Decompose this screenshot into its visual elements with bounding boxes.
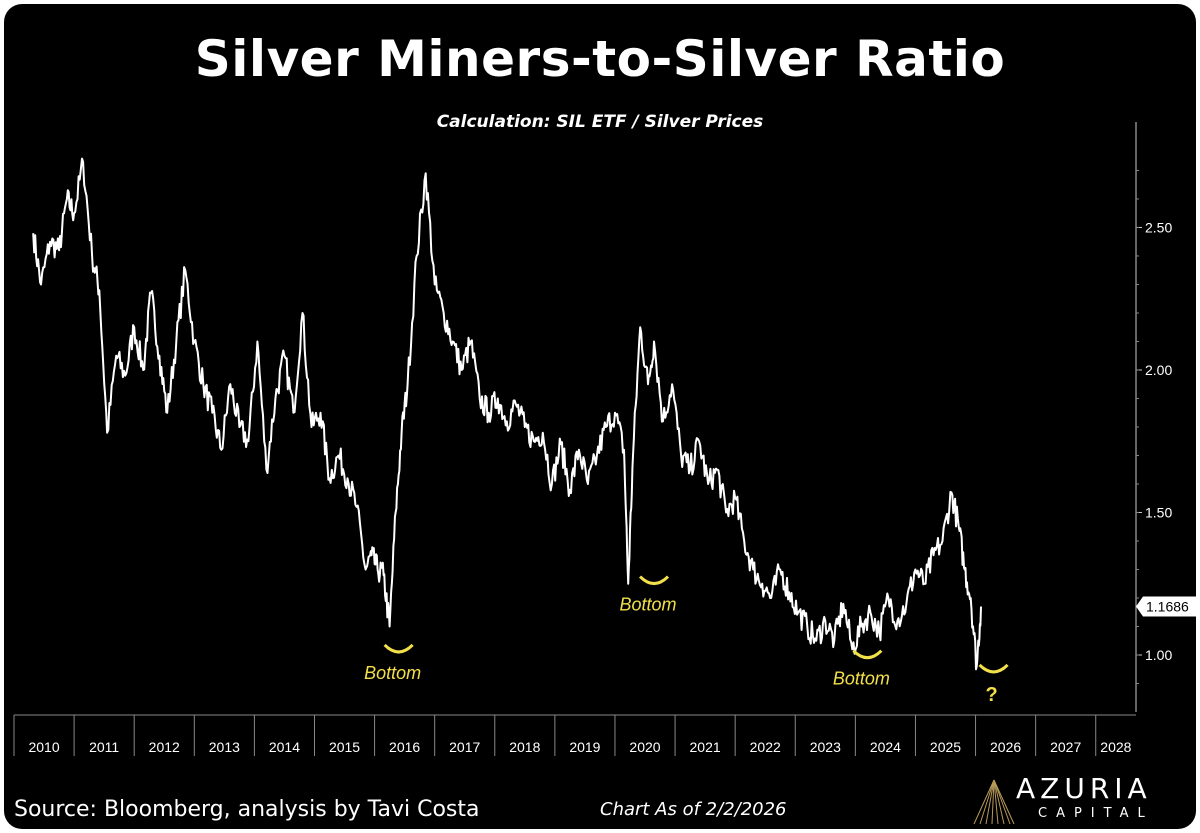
as-of-date: Chart As of 2/2/2026 (600, 799, 787, 820)
y-tick-label: 1.00 (1145, 647, 1172, 663)
line-chart: 2010 2011 2012 2013 2014 2015 2016 2017 2018 2019… (13, 122, 1196, 756)
annotation-label: Bottom (620, 595, 677, 615)
y-tick-label: 2.00 (1145, 362, 1172, 378)
annotation-bracket (638, 575, 670, 586)
azuria-logo: AZURIA CAPITAL (972, 772, 1182, 828)
x-tick-label: 2012 (149, 739, 180, 755)
last-value-label: 1.1686 (1146, 599, 1189, 615)
logo-name: AZURIA (1016, 772, 1152, 805)
x-tick-label: 2016 (389, 739, 420, 755)
x-tick-label: 2023 (810, 739, 841, 755)
x-tick-label: 2013 (209, 739, 240, 755)
last-value-box (1136, 596, 1196, 617)
x-tick-label: 2021 (690, 739, 721, 755)
x-tick-label: 2027 (1050, 739, 1081, 755)
x-tick-label: 2025 (930, 739, 961, 755)
source-note: Source: Bloomberg, analysis by Tavi Cost… (14, 797, 480, 822)
x-tick-label: 2026 (990, 739, 1021, 755)
chart-title: Silver Miners-to-Silver Ratio (194, 30, 1006, 88)
chart-subtitle: Calculation: SIL ETF / Silver Prices (436, 112, 764, 132)
x-tick-label: 2022 (750, 739, 781, 755)
x-tick-label: 2024 (870, 739, 901, 755)
x-tick-label: 2019 (569, 739, 600, 755)
x-tick-label: 2020 (629, 739, 660, 755)
annotation-label: Bottom (833, 669, 890, 689)
annotation-bracket (852, 649, 883, 660)
x-tick-label: 2011 (89, 739, 119, 755)
chart-annotations: Bottom Bottom Bottom? (364, 575, 1009, 706)
series-line (32, 157, 982, 671)
x-tick-label: 2018 (509, 739, 540, 755)
x-tick-label: 2010 (28, 739, 59, 755)
last-value-marker: 1.1686 (1136, 596, 1196, 617)
annotation-bracket (978, 663, 1009, 674)
annotation-label: Bottom (364, 663, 421, 683)
x-tick-label: 2028 (1100, 739, 1131, 755)
azuria-logo-mark-icon (973, 779, 1015, 825)
x-tick-label: 2015 (329, 739, 360, 755)
logo-subtitle: CAPITAL (1038, 806, 1154, 821)
chart-frame: Silver Miners-to-Silver Ratio Calculatio… (4, 4, 1196, 829)
chart-series (32, 157, 982, 671)
chart-axes: 2010 2011 2012 2013 2014 2015 2016 2017 2018 2019… (13, 122, 1196, 756)
annotation-bracket (383, 643, 414, 654)
y-tick-label: 1.50 (1145, 504, 1172, 520)
x-tick-label: 2014 (269, 739, 300, 755)
x-tick-label: 2017 (449, 739, 480, 755)
annotation-label: ? (985, 684, 997, 706)
y-tick-label: 2.50 (1145, 219, 1172, 235)
